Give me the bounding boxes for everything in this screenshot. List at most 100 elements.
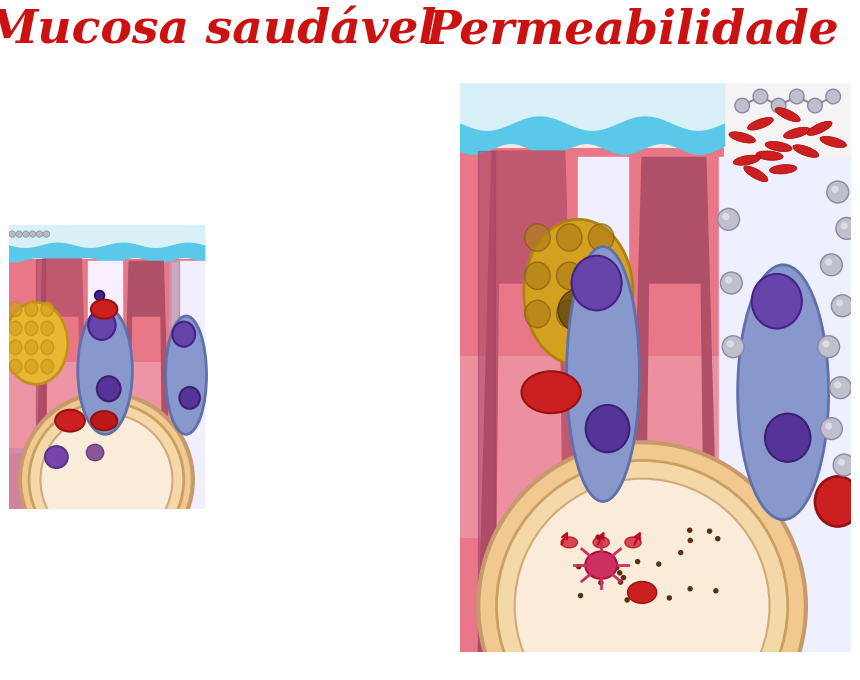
Ellipse shape [585,551,617,579]
Ellipse shape [820,136,846,148]
Ellipse shape [628,581,657,603]
Ellipse shape [95,290,105,301]
Circle shape [822,341,830,347]
Ellipse shape [556,262,582,290]
Ellipse shape [25,340,38,355]
Ellipse shape [793,145,819,157]
Circle shape [478,442,806,680]
Circle shape [818,336,839,358]
Ellipse shape [815,477,860,526]
Ellipse shape [744,166,768,182]
Polygon shape [579,158,629,651]
Polygon shape [170,261,205,509]
Circle shape [36,231,43,237]
Ellipse shape [586,405,630,452]
Ellipse shape [783,127,810,139]
Circle shape [496,460,788,680]
Circle shape [833,454,855,476]
Circle shape [635,559,641,564]
Ellipse shape [588,301,614,328]
Ellipse shape [756,151,783,160]
Ellipse shape [765,141,792,152]
Polygon shape [629,158,720,651]
Ellipse shape [91,300,117,319]
Ellipse shape [738,265,829,520]
Polygon shape [122,261,170,509]
Polygon shape [36,259,89,509]
Ellipse shape [525,224,550,251]
Ellipse shape [41,321,53,335]
Circle shape [707,528,712,534]
Circle shape [834,381,841,388]
Text: Permeabilidade: Permeabilidade [425,7,839,54]
Ellipse shape [770,165,796,174]
Ellipse shape [25,302,38,316]
FancyBboxPatch shape [460,356,724,538]
Ellipse shape [9,321,22,335]
Circle shape [666,595,672,600]
FancyBboxPatch shape [36,448,172,484]
Circle shape [725,277,732,284]
Ellipse shape [747,118,773,130]
Ellipse shape [41,359,53,374]
Polygon shape [478,151,494,651]
Ellipse shape [625,537,642,548]
Circle shape [614,565,619,571]
Circle shape [722,213,729,220]
Ellipse shape [558,288,608,333]
Ellipse shape [45,446,68,468]
Ellipse shape [41,302,53,316]
Ellipse shape [9,302,22,316]
Circle shape [687,528,692,533]
Circle shape [826,181,849,203]
Ellipse shape [4,303,68,384]
Circle shape [29,403,184,557]
Ellipse shape [525,262,550,290]
Circle shape [644,585,650,591]
Circle shape [771,99,786,113]
Circle shape [15,231,22,237]
Circle shape [687,538,693,543]
Ellipse shape [561,537,578,548]
Ellipse shape [180,387,200,409]
Ellipse shape [556,224,582,251]
Ellipse shape [91,411,117,430]
FancyBboxPatch shape [724,83,851,651]
Ellipse shape [572,256,622,310]
Ellipse shape [556,301,582,328]
Circle shape [656,561,661,567]
Ellipse shape [752,274,802,328]
Ellipse shape [524,220,633,365]
Circle shape [722,336,744,358]
Circle shape [832,295,853,317]
Circle shape [578,593,583,598]
Ellipse shape [9,359,22,374]
Ellipse shape [734,155,760,165]
Circle shape [617,579,624,585]
Ellipse shape [86,444,104,461]
Ellipse shape [25,359,38,374]
Ellipse shape [521,371,580,413]
Circle shape [825,422,832,430]
Polygon shape [89,261,122,509]
FancyBboxPatch shape [9,448,45,511]
Circle shape [29,231,36,237]
FancyBboxPatch shape [460,83,851,651]
Ellipse shape [588,262,614,290]
Circle shape [40,414,172,546]
Circle shape [617,570,623,575]
Ellipse shape [525,301,550,328]
Ellipse shape [77,307,132,435]
Text: Mucosa saudável: Mucosa saudável [0,7,436,54]
Circle shape [22,231,29,237]
Circle shape [832,186,838,193]
Circle shape [820,254,842,276]
Ellipse shape [172,322,195,347]
Polygon shape [720,158,851,651]
Circle shape [713,588,719,594]
Ellipse shape [41,340,53,355]
Circle shape [735,99,749,113]
Circle shape [808,99,822,113]
Ellipse shape [166,316,206,435]
Ellipse shape [97,376,120,401]
